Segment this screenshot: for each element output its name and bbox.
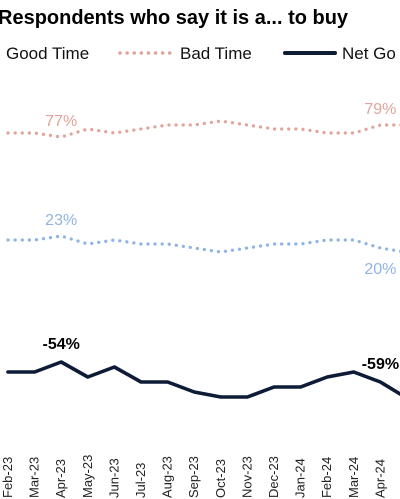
data-label-good-time-apr-23: 23% [45, 212, 77, 229]
chart-title: Respondents who say it is a... to buy [0, 7, 349, 29]
data-label-good-time-apr-24: 20% [364, 261, 396, 278]
x-tick-label: May-23 [80, 455, 95, 498]
data-label-bad-time-apr-23: 77% [45, 113, 77, 130]
x-tick-label: Sep-23 [186, 456, 201, 498]
x-tick-label: Feb-24 [319, 457, 334, 498]
x-tick-label: Aug-23 [160, 456, 175, 498]
x-tick-label: Dec-23 [266, 456, 281, 498]
x-axis: Feb-23 Mar-23 Apr-23 May-23 Jun-23 Jul-23 Aug-… [0, 455, 387, 498]
legend-label-bad-time: Bad Time [180, 44, 252, 63]
x-tick-label: Nov-23 [239, 456, 254, 498]
x-tick-label: Mar-23 [27, 457, 42, 498]
data-label-net-go-apr-24: -59% [362, 356, 399, 373]
series-line-good-time [6, 234, 400, 254]
x-tick-label: Jun-23 [106, 458, 121, 498]
x-tick-label: Apr-23 [53, 459, 68, 498]
x-tick-label: Jul-23 [133, 463, 148, 498]
series-line-net-go [6, 360, 400, 399]
x-tick-label: Mar-24 [346, 457, 361, 498]
x-tick-label: Oct-23 [213, 459, 228, 498]
legend-label-good-time: Good Time [6, 44, 89, 63]
data-label-bad-time-apr-24: 79% [364, 101, 396, 118]
plot-area: 77% 79% 23% 20% -54% -59% [6, 101, 400, 399]
x-tick-label: Jan-24 [293, 458, 308, 498]
legend-label-net-go: Net Go [342, 44, 396, 63]
chart-legend: Good Time Bad Time Net Go [6, 44, 396, 63]
x-tick-label: Apr-24 [372, 459, 387, 498]
data-label-net-go-apr-23: -54% [43, 336, 80, 353]
x-tick-label: Feb-23 [0, 457, 15, 498]
